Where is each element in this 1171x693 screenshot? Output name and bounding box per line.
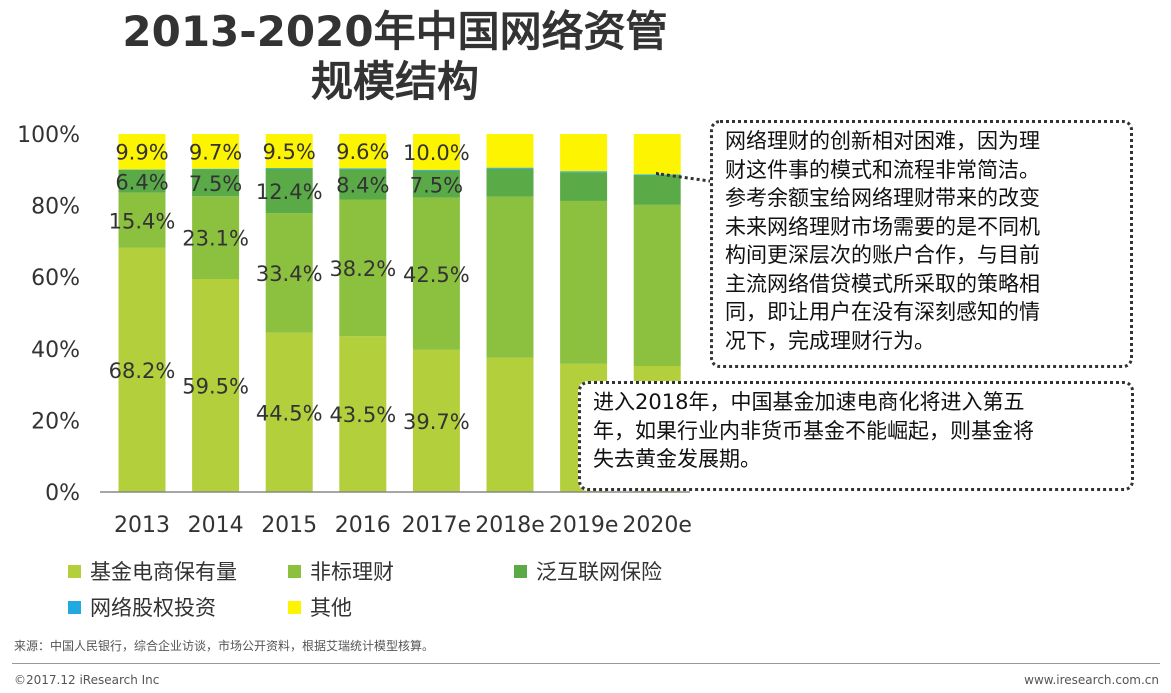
bar-segment [339,168,387,170]
data-label: 44.5% [256,401,323,425]
chart-title-line2: 规模结构 [310,57,479,106]
bar-segment [118,134,166,170]
data-label: 38.2% [329,257,396,281]
bar-segment [192,278,240,492]
data-label: 39.7% [403,410,470,434]
data-label: 9.7% [189,140,242,164]
bar-segment [486,167,534,169]
data-label: 42.5% [403,263,470,287]
legend-item-equity-investment: 网络股权投资 [68,592,216,622]
bar-segment [560,171,608,173]
data-label: 12.4% [256,180,323,204]
data-label: 33.4% [256,262,323,286]
y-tick-label: 80% [31,195,80,220]
bar-segment [486,196,534,358]
legend-swatch [514,564,527,578]
bar-segment [633,175,681,205]
legend-label: 网络股权投资 [90,596,216,620]
legend-label: 泛互联网保险 [536,560,662,584]
bar-segment [265,168,313,214]
data-label: 59.5% [182,374,249,398]
bar-segment [486,168,534,197]
data-label: 9.9% [115,141,168,165]
bar-segment [192,196,240,279]
data-label: 7.5% [189,172,242,196]
legend-item-fund-ecommerce: 基金电商保有量 [68,556,237,586]
data-label: 43.5% [329,403,396,427]
bar-segment [118,247,166,492]
bar-segment [265,134,313,169]
chart-title-line1: 2013-2020年中国网络资管 [122,7,668,56]
bar-segment [192,134,240,169]
x-tick-label: 2018e [475,513,545,538]
bar-segment [633,134,681,175]
note-box-online-wealth: 网络理财的创新相对困难，因为理 财这件事的模式和流程非常简洁。 参考余额宝给网络… [710,120,1133,368]
site-url: www.iresearch.com.cn [1024,673,1159,687]
bar-segment [265,332,313,492]
data-label: 9.6% [336,140,389,164]
bar-segment [486,134,534,168]
bar-segment [412,134,460,170]
note-box-fund-ecommerce: 进入2018年，中国基金加速电商化将进入第五 年，如果行业内非货币基金不能崛起，… [578,381,1134,491]
bar-segment [339,199,387,337]
data-label: 23.1% [182,227,249,251]
bar-segment [192,169,240,197]
bar-segment [339,336,387,492]
bar-segment [412,349,460,492]
data-label: 7.5% [410,173,463,197]
legend-label: 基金电商保有量 [90,560,237,584]
y-tick-label: 0% [45,481,80,506]
x-tick-label: 2014 [188,513,244,538]
data-label: 9.5% [263,140,316,164]
legend-item-nonstandard-wealth: 非标理财 [288,556,394,586]
legend-label: 其他 [310,596,352,620]
legend-swatch [68,600,81,614]
copyright: ©2017.12 iResearch Inc [14,673,160,687]
bar-segment [560,200,608,364]
x-tick-label: 2013 [114,513,170,538]
x-tick-label: 2019e [549,513,619,538]
data-label: 15.4% [109,209,176,233]
y-tick-label: 20% [31,409,80,434]
bar-segment [560,172,608,201]
footer-divider [12,663,1160,664]
bar-segment [265,213,313,333]
y-tick-label: 60% [31,266,80,291]
bar-segment [339,134,387,169]
legend-swatch [288,600,301,614]
source-note: 来源：中国人民银行，综合企业访谈，市场公开资料，根据艾瑞统计模型核算。 [14,639,435,653]
legend-item-internet-insurance: 泛互联网保险 [514,556,662,586]
data-label: 10.0% [403,141,470,165]
bar-segment [265,168,313,169]
data-label: 6.4% [115,170,168,194]
bar-segment [412,169,460,171]
bar-segment [633,174,681,176]
data-label: 8.4% [336,173,389,197]
bar-segment [412,170,460,198]
legend-swatch [288,564,301,578]
bar-segment [412,197,460,350]
x-tick-label: 2016 [335,513,391,538]
bar-segment [633,204,681,366]
bar-segment [560,134,608,172]
bar-segment [118,169,166,193]
x-tick-label: 2015 [261,513,317,538]
legend-label: 非标理财 [310,560,394,584]
legend-item-other: 其他 [288,592,352,622]
y-tick-label: 40% [31,338,80,363]
bar-segment [118,192,166,248]
bar-segment [339,169,387,200]
y-tick-label: 100% [17,123,80,148]
bar-segment [486,357,534,492]
x-tick-label: 2020e [622,513,692,538]
data-label: 68.2% [109,359,176,383]
bar-segment [192,168,240,170]
legend-swatch [68,564,81,578]
x-tick-label: 2017e [402,513,472,538]
